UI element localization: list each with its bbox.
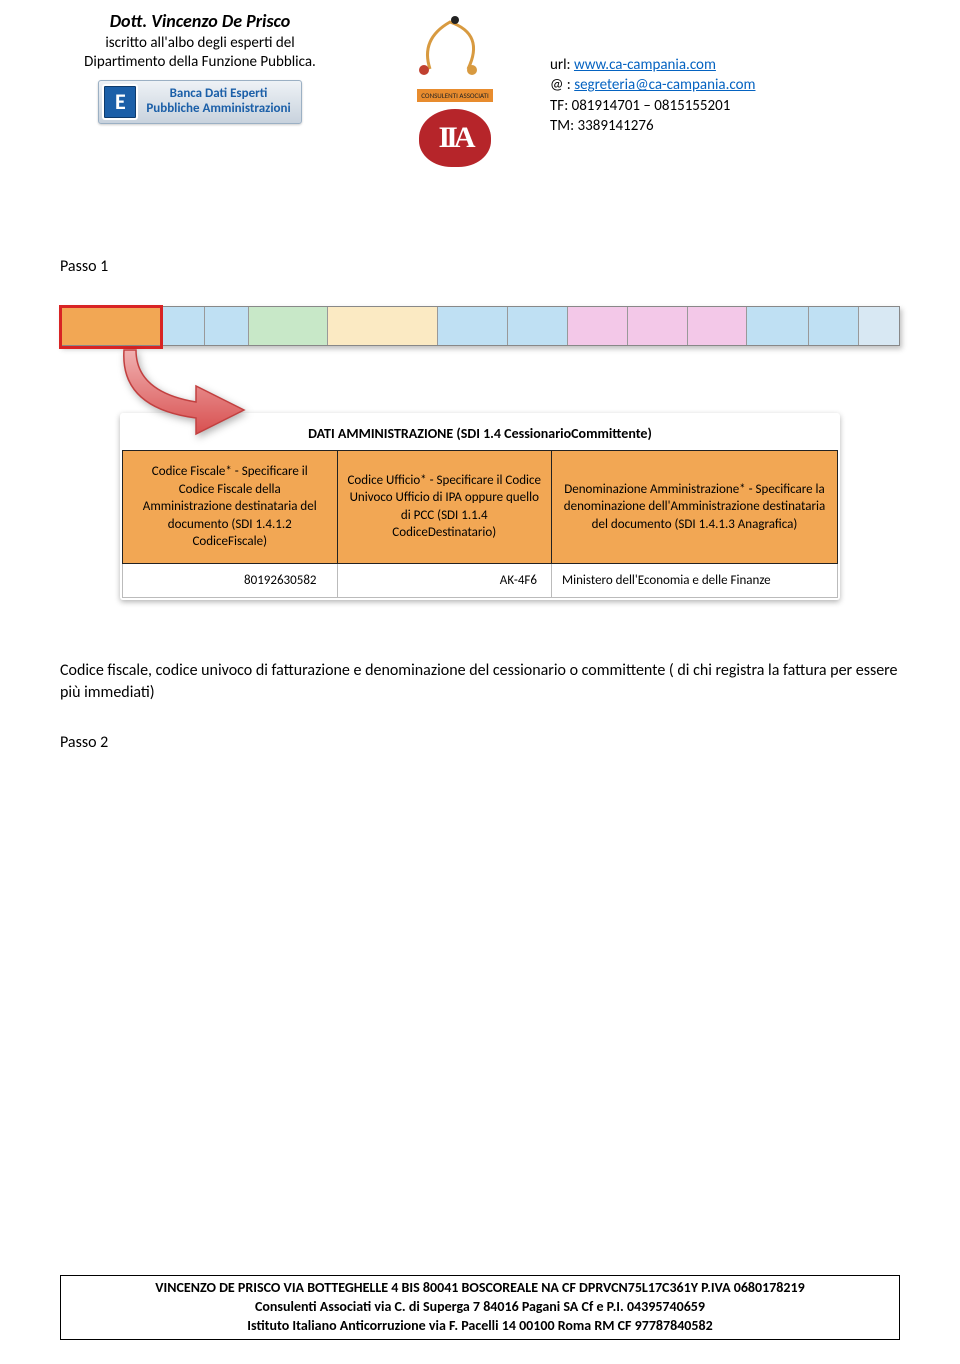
ca-bar-label: CONSULENTI ASSOCIATI (417, 89, 492, 102)
tf-line: TF: 081914701 – 0815155201 (550, 96, 920, 116)
url-line: url: www.ca-campania.com (550, 55, 920, 75)
strip-segment (249, 307, 329, 345)
val-codice-fiscale: 80192630582 (123, 563, 338, 598)
arrow-down-icon (120, 348, 240, 443)
iia-logo-icon: IIA (419, 109, 491, 167)
url-link[interactable]: www.ca-campania.com (574, 56, 716, 74)
esperti-badge: E Banca Dati Esperti Pubbliche Amministr… (98, 80, 301, 124)
footer-line-1: VINCENZO DE PRISCO VIA BOTTEGHELLE 4 BIS… (71, 1279, 889, 1298)
author-name: Dott. Vincenzo De Prisco (40, 10, 360, 32)
author-subtitle-2: Dipartimento della Funzione Pubblica. (40, 53, 360, 72)
badge-line1: Banca Dati Esperti (146, 87, 290, 102)
strip-segment (628, 307, 688, 345)
at-label: @ : (550, 76, 574, 94)
col-denominazione: Denominazione Amministrazione* - Specifi… (552, 451, 838, 564)
header-left: Dott. Vincenzo De Prisco iscritto all'al… (40, 10, 360, 124)
footer-line-3: Istituto Italiano Anticorruzione via F. … (71, 1317, 889, 1336)
strip-segment (438, 307, 508, 345)
strip-segment (688, 307, 748, 345)
badge-text: Banca Dati Esperti Pubbliche Amministraz… (146, 87, 290, 117)
col-codice-fiscale: Codice Fiscale* - Specificare il Codice … (123, 451, 338, 564)
strip-segment (61, 307, 161, 345)
passo2-heading: Passo 2 (60, 733, 900, 752)
strip-segment (859, 307, 899, 345)
col-codice-ufficio: Codice Ufficio* - Specificare il Codice … (337, 451, 552, 564)
panel-value-row: 80192630582 AK-4F6 Ministero dell'Econom… (123, 563, 838, 598)
body-paragraph: Codice fiscale, codice univoco di fattur… (60, 660, 900, 703)
strip-segment (508, 307, 568, 345)
strip-segment (568, 307, 628, 345)
strip-segment (747, 307, 809, 345)
ca-logo-icon (410, 14, 500, 84)
email-link[interactable]: segreteria@ca-campania.com (574, 76, 755, 94)
strip-segment (205, 307, 249, 345)
page-footer: VINCENZO DE PRISCO VIA BOTTEGHELLE 4 BIS… (60, 1275, 900, 1340)
header-contact: url: www.ca-campania.com @ : segreteria@… (550, 10, 920, 136)
author-subtitle-1: iscritto all'albo degli esperti del (40, 34, 360, 53)
strip-segment (328, 307, 438, 345)
tm-line: TM: 3389141276 (550, 116, 920, 136)
panel-header-row: Codice Fiscale* - Specificare il Codice … (123, 451, 838, 564)
strip-segment (161, 307, 205, 345)
header-logos: CONSULENTI ASSOCIATI IIA (380, 10, 530, 167)
val-codice-ufficio: AK-4F6 (337, 563, 552, 598)
badge-line2: Pubbliche Amministrazioni (146, 102, 290, 117)
passo1-heading: Passo 1 (60, 257, 900, 276)
page-header: Dott. Vincenzo De Prisco iscritto all'al… (0, 0, 960, 177)
panel-table: Codice Fiscale* - Specificare il Codice … (122, 450, 838, 598)
badge-e-icon: E (102, 84, 138, 120)
spreadsheet-strip (60, 306, 900, 346)
email-line: @ : segreteria@ca-campania.com (550, 75, 920, 95)
strip-segment (809, 307, 859, 345)
url-label: url: (550, 56, 574, 74)
page-content: Passo 1 DATI AMMINISTRAZIONE (SDI 1.4 Ce… (0, 257, 960, 752)
val-denominazione: Ministero dell'Economia e delle Finanze (552, 563, 838, 598)
footer-line-2: Consulenti Associati via C. di Superga 7… (71, 1298, 889, 1317)
